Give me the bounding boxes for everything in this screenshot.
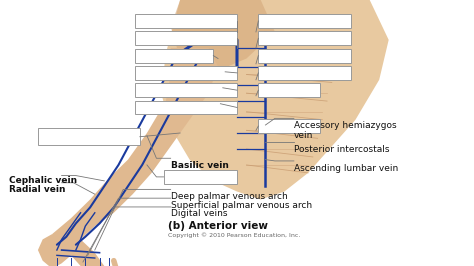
Bar	[164, 170, 237, 184]
Bar	[258, 14, 351, 28]
Bar	[135, 31, 237, 45]
Bar	[258, 49, 351, 63]
Polygon shape	[161, 0, 389, 200]
Bar	[258, 66, 351, 80]
Text: Ascending lumbar vein: Ascending lumbar vein	[294, 164, 398, 173]
Bar	[135, 14, 237, 28]
Polygon shape	[38, 234, 104, 266]
Polygon shape	[52, 48, 218, 245]
Text: Posterior intercostals: Posterior intercostals	[294, 145, 389, 154]
Bar	[258, 83, 320, 97]
Text: Deep palmar venous arch: Deep palmar venous arch	[171, 192, 287, 201]
Bar	[135, 49, 213, 63]
Bar	[258, 31, 351, 45]
Bar	[135, 83, 237, 97]
Bar	[38, 128, 140, 145]
Text: Radial vein: Radial vein	[9, 185, 66, 194]
Text: (b) Anterior view: (b) Anterior view	[168, 221, 268, 231]
Text: Basilic vein: Basilic vein	[171, 161, 228, 170]
Polygon shape	[171, 0, 275, 74]
Text: Cephalic vein: Cephalic vein	[9, 176, 78, 185]
Bar	[135, 101, 237, 114]
Text: Superficial palmar venous arch: Superficial palmar venous arch	[171, 201, 312, 210]
Bar	[135, 66, 237, 80]
Text: Accessory hemiazygos
vein: Accessory hemiazygos vein	[294, 121, 397, 140]
Text: Digital veins: Digital veins	[171, 209, 227, 218]
Text: Copyright © 2010 Pearson Education, Inc.: Copyright © 2010 Pearson Education, Inc.	[168, 233, 301, 238]
Bar	[258, 119, 320, 133]
